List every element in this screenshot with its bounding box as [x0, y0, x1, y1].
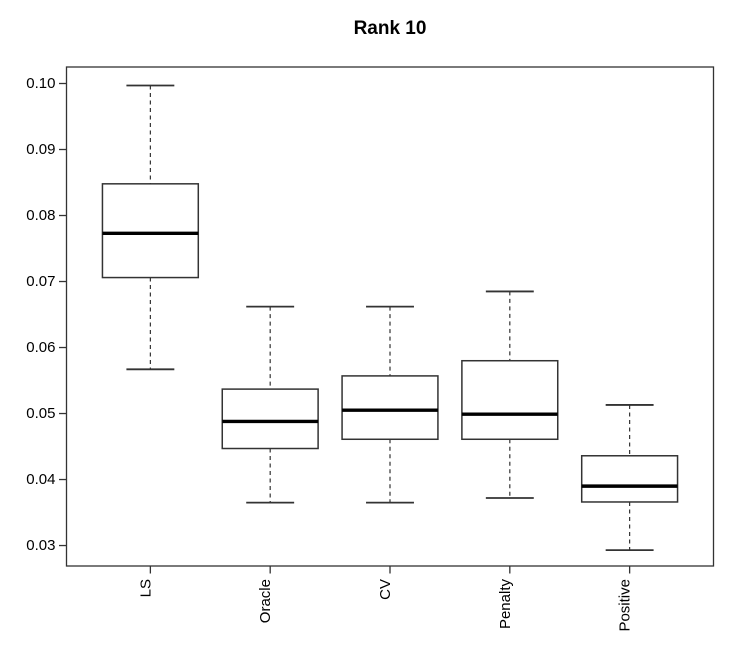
y-tick-label: 0.10: [26, 75, 55, 92]
y-tick-label: 0.04: [26, 471, 55, 488]
y-tick-label: 0.09: [26, 141, 55, 158]
box-penalty: [461, 359, 559, 441]
y-tick-label: 0.03: [26, 537, 55, 554]
x-category-label: CV: [377, 579, 394, 600]
y-tick-label: 0.05: [26, 405, 55, 422]
y-tick-label: 0.08: [26, 207, 55, 224]
x-category-label: Penalty: [497, 579, 514, 630]
box-positive: [580, 455, 679, 503]
y-tick-label: 0.07: [26, 273, 55, 290]
plot-layer: 0.03 0.04 0.05 0.06 0.07 0.08 0.09 0.10 LS Oracle…: [26, 66, 715, 632]
box-cv: [341, 375, 439, 441]
x-category-label: Oracle: [257, 579, 274, 623]
box-ls: [101, 183, 200, 279]
y-tick-label: 0.06: [26, 339, 55, 356]
x-category-label: Positive: [617, 579, 634, 632]
x-category-label: LS: [137, 579, 154, 597]
chart-title: Rank 10: [354, 18, 427, 39]
box-oracle: [221, 388, 319, 450]
